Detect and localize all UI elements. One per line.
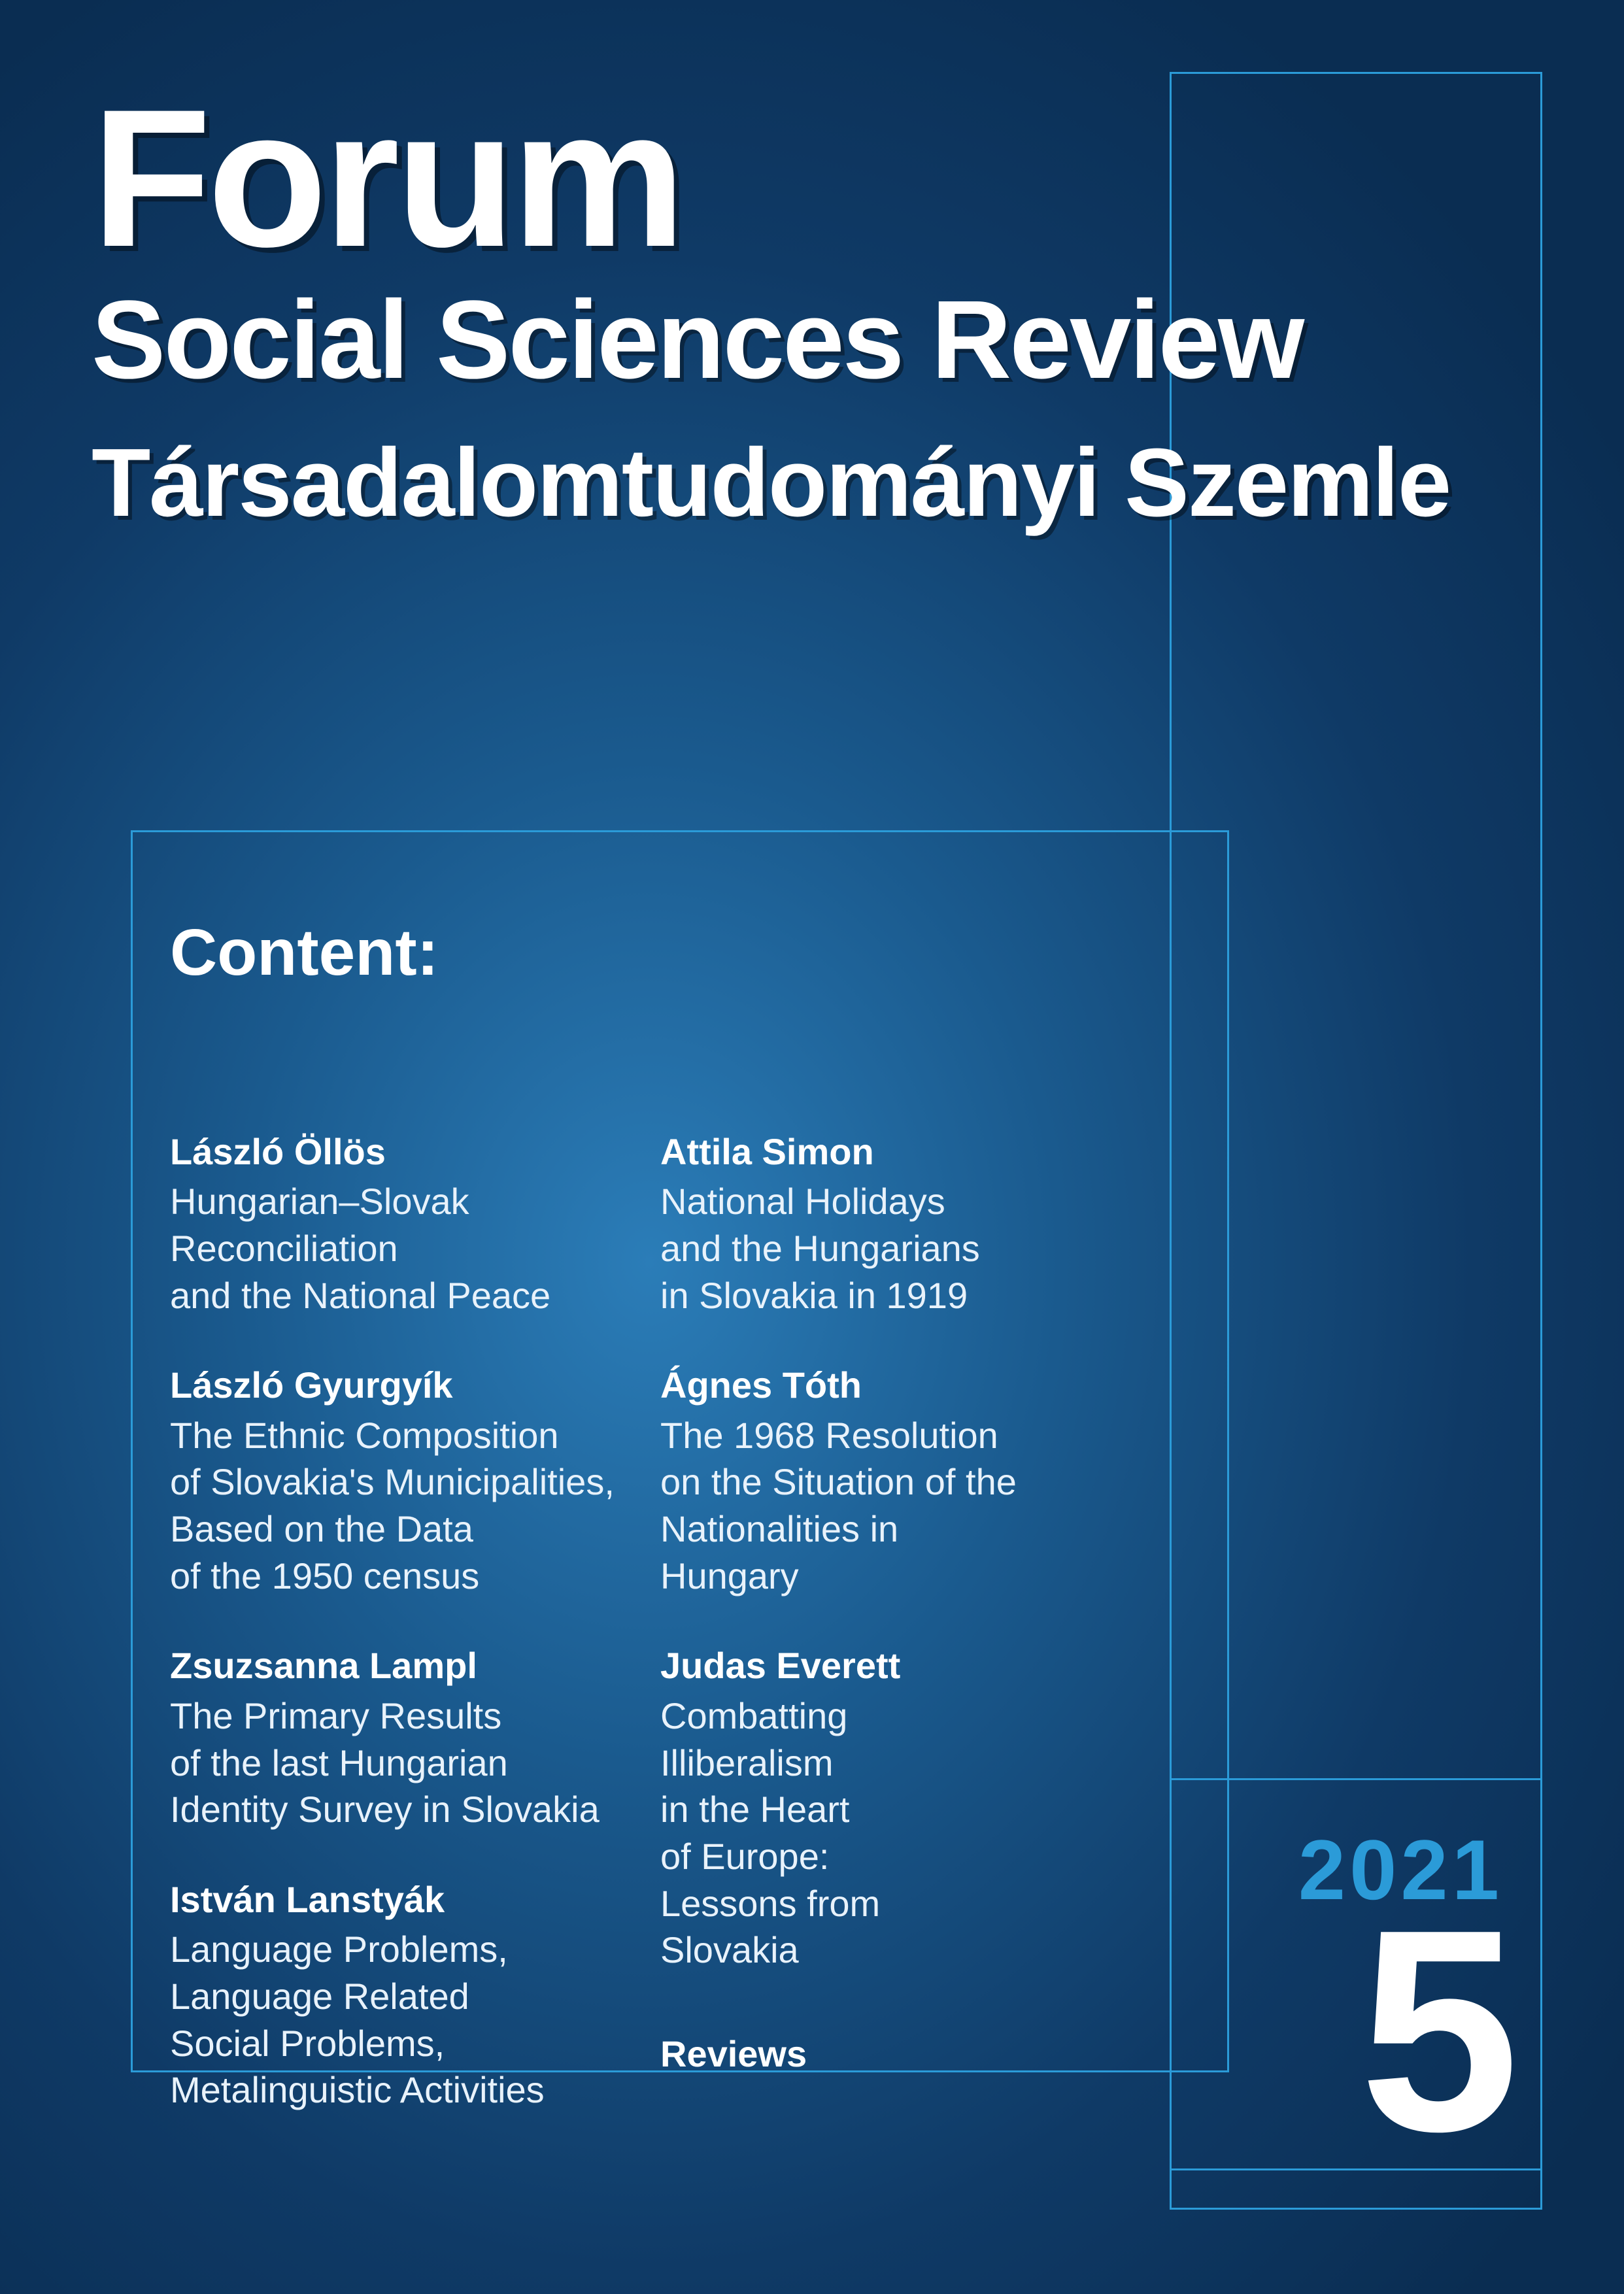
toc-entry: László Öllös Hungarian–SlovakReconciliat… [170, 1131, 615, 1319]
toc-author: Ágnes Tóth [660, 1364, 1026, 1406]
toc-entry: Judas Everett CombattingIlliberalismin t… [660, 1645, 1026, 1973]
toc-author: László Gyurgyík [170, 1364, 615, 1406]
toc-entry: Ágnes Tóth The 1968 Resolutionon the Sit… [660, 1364, 1026, 1599]
toc-author: Attila Simon [660, 1131, 1026, 1173]
toc-column-2: Attila Simon National Holidaysand the Hu… [660, 1131, 1026, 2114]
journal-title-main: Forum [92, 85, 1450, 271]
journal-subtitle-en: Social Sciences Review [92, 284, 1450, 396]
toc-article: The Primary Resultsof the last Hungarian… [170, 1693, 615, 1833]
toc-entry: Attila Simon National Holidaysand the Hu… [660, 1131, 1026, 1319]
toc-entry: Zsuzsanna Lampl The Primary Resultsof th… [170, 1645, 615, 1832]
journal-subtitle-hu: Társadalomtudományi Szemle [92, 435, 1450, 531]
toc-author: István Lanstyák [170, 1879, 615, 1921]
toc-article: The 1968 Resolutionon the Situation of t… [660, 1412, 1026, 1600]
toc-article: The Ethnic Compositionof Slovakia's Muni… [170, 1412, 615, 1600]
toc-entry: István Lanstyák Language Problems,Langua… [170, 1879, 615, 2114]
toc-author: László Öllös [170, 1131, 615, 1173]
toc-article: Language Problems,Language RelatedSocial… [170, 1926, 615, 2114]
toc-columns: László Öllös Hungarian–SlovakReconciliat… [170, 1131, 1026, 2114]
toc-author: Zsuzsanna Lampl [170, 1645, 615, 1687]
title-block: Forum Social Sciences Review Társadalomt… [92, 85, 1450, 531]
toc-article: CombattingIlliberalismin the Heartof Eur… [660, 1693, 1026, 1974]
toc-article: Hungarian–SlovakReconciliationand the Na… [170, 1178, 615, 1319]
toc-column-1: László Öllös Hungarian–SlovakReconciliat… [170, 1131, 615, 2114]
toc-entry: László Gyurgyík The Ethnic Compositionof… [170, 1364, 615, 1599]
reviews-section-label: Reviews [660, 2033, 1026, 2075]
issue-number: 5 [1359, 1909, 1519, 2153]
toc-article: National Holidaysand the Hungariansin Sl… [660, 1178, 1026, 1319]
content-heading: Content: [170, 915, 439, 990]
toc-author: Judas Everett [660, 1645, 1026, 1687]
